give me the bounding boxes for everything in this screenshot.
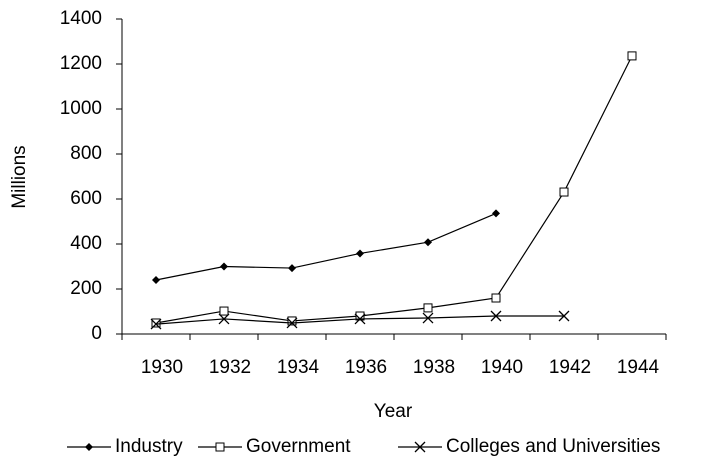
- data-point: [492, 209, 500, 218]
- data-point: [356, 249, 364, 258]
- x-tick-label: 1938: [413, 357, 455, 378]
- x-tick-label: 1930: [141, 357, 183, 378]
- data-point: [558, 310, 570, 322]
- legend-marker: [215, 442, 225, 452]
- x-tick-label: 1934: [277, 357, 320, 378]
- x-tick-label: 1936: [345, 357, 387, 378]
- x-tick-label: 1940: [481, 357, 523, 378]
- data-point: [152, 276, 160, 284]
- x-tick-label: 1932: [209, 357, 251, 378]
- data-point: [150, 318, 162, 330]
- data-point: [219, 306, 229, 316]
- data-point: [151, 318, 161, 328]
- data-point: [490, 310, 502, 322]
- data-point: [220, 262, 228, 271]
- y-axis-title: Millions: [9, 145, 30, 208]
- series-line: [155, 212, 497, 281]
- data-point: [288, 264, 296, 273]
- x-tick-label: 1942: [549, 357, 591, 378]
- y-tick-label: 200: [70, 278, 102, 299]
- series-line: [155, 55, 633, 324]
- data-point: [286, 317, 298, 329]
- legend-label: Colleges and Universities: [446, 436, 660, 457]
- y-tick-label: 0: [91, 323, 102, 344]
- y-tick-label: 400: [70, 233, 102, 254]
- data-point: [354, 313, 366, 325]
- data-point: [424, 238, 432, 247]
- x-axis-title: Year: [374, 401, 413, 422]
- data-point: [422, 312, 434, 324]
- x-tick-label: 1944: [617, 357, 660, 378]
- y-tick-label: 1000: [60, 98, 102, 119]
- legend-label: Government: [246, 436, 351, 457]
- data-point: [559, 187, 569, 197]
- data-point: [423, 303, 433, 313]
- data-point: [491, 293, 501, 303]
- y-tick-label: 1400: [60, 8, 102, 29]
- y-tick-label: 600: [70, 188, 102, 209]
- legend-marker: [85, 443, 93, 451]
- legend-marker: [414, 441, 426, 453]
- y-tick-label: 1200: [60, 53, 102, 74]
- data-point: [355, 311, 365, 321]
- y-tick-label: 800: [70, 143, 102, 164]
- data-point: [218, 313, 230, 325]
- legend-label: Industry: [115, 436, 183, 457]
- data-point: [627, 51, 637, 61]
- data-point: [287, 316, 297, 326]
